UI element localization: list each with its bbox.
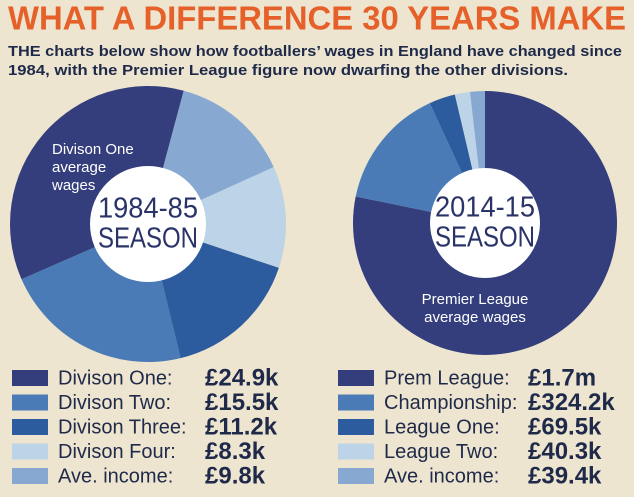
legend-swatch — [338, 394, 374, 411]
legend-swatch — [12, 370, 48, 386]
legend-value: £324.2k — [528, 389, 615, 416]
center-label: SEASON — [98, 223, 198, 255]
legend-label: Divison Four: — [58, 441, 176, 463]
annotation: Premier League — [422, 291, 529, 308]
annotation: wages — [51, 177, 95, 194]
legend-value: £24.9k — [205, 364, 279, 391]
legend-swatch — [12, 468, 48, 484]
pie-slice — [148, 167, 287, 268]
legend-label: Divison Two: — [58, 392, 171, 414]
legend-label: Ave. income: — [58, 465, 173, 487]
legend-label: Championship: — [384, 392, 517, 414]
legend-swatch — [338, 419, 374, 435]
legend-value: £1.7m — [528, 364, 596, 391]
center-label: SEASON — [435, 222, 535, 254]
legend-value: £40.3k — [528, 438, 602, 465]
center-label: 2014-15 — [435, 192, 535, 224]
center-label: 1984-85 — [98, 193, 198, 225]
legend-value: £11.2k — [205, 413, 278, 440]
donut-hole — [430, 168, 540, 278]
subtitle: THE charts below show how footballers’ w… — [8, 44, 622, 60]
legend-label: Divison Three: — [58, 416, 187, 438]
annotation: Divison One — [52, 141, 134, 158]
legend-value: £69.5k — [528, 413, 602, 440]
annotation: average wages — [424, 309, 526, 326]
legend-swatch — [338, 468, 374, 484]
legend-label: League Two: — [384, 441, 498, 463]
subtitle: 1984, with the Premier League figure now… — [8, 63, 568, 79]
pie-slice — [9, 85, 184, 280]
legend-swatch — [12, 394, 48, 411]
legend-label: Ave. income: — [384, 465, 499, 487]
legend-value: £9.8k — [205, 462, 266, 489]
annotation: average — [52, 159, 106, 176]
legend-swatch — [338, 443, 374, 460]
legend-label: Divison One: — [58, 367, 173, 389]
legend-label: Prem League: — [384, 367, 510, 389]
legend-value: £15.5k — [205, 389, 279, 416]
legend-value: £39.4k — [528, 462, 602, 489]
title: WHAT A DIFFERENCE 30 YEARS MAKE — [8, 0, 626, 37]
legend-swatch — [12, 443, 48, 460]
donut-hole — [90, 166, 206, 282]
legend-swatch — [338, 370, 374, 386]
legend-value: £8.3k — [205, 438, 266, 465]
legend-label: League One: — [384, 416, 500, 438]
legend-swatch — [12, 419, 48, 435]
